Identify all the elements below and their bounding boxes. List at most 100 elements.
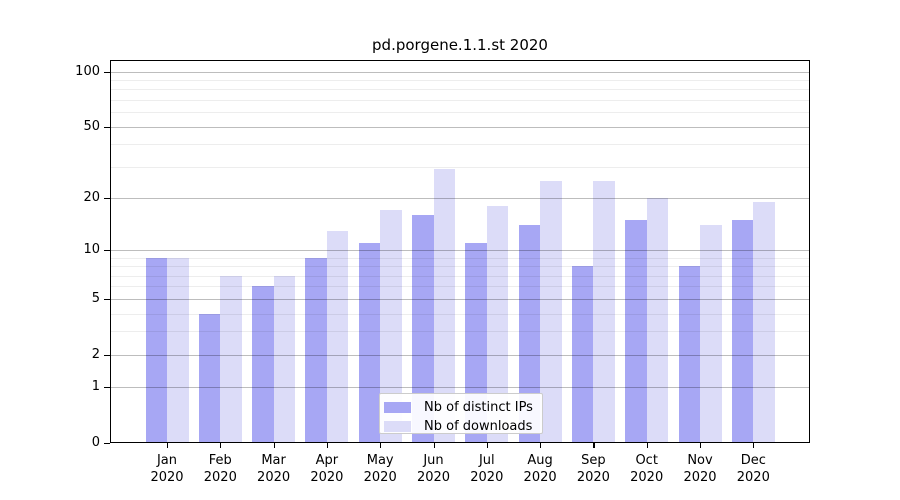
x-tick-mark <box>220 443 222 448</box>
bar-downloads-sep <box>593 180 615 443</box>
legend-swatch-downloads <box>384 421 411 432</box>
bar-distinct-ips-apr <box>305 257 327 443</box>
x-tick-mark <box>486 443 488 448</box>
bar-downloads-mar <box>273 275 296 443</box>
plot-area <box>110 60 810 443</box>
x-tick-year: 2020 <box>630 470 664 485</box>
bar-downloads-jan <box>167 257 189 443</box>
x-tick-label: Jun 2020 <box>417 452 450 486</box>
x-tick-month: Dec <box>740 453 766 468</box>
bar-downloads-apr <box>326 230 349 443</box>
y-tick-label: 10 <box>83 242 100 258</box>
x-tick-month: Aug <box>527 453 553 468</box>
legend-item-downloads: Nb of downloads <box>384 417 542 436</box>
x-tick-mark <box>593 443 595 448</box>
bar-distinct-ips-jan <box>145 257 167 443</box>
x-tick-year: 2020 <box>203 470 237 485</box>
x-tick-year: 2020 <box>576 470 610 485</box>
x-tick-label: Nov 2020 <box>683 452 716 486</box>
gridline-minor <box>110 80 810 82</box>
x-tick-label: Sep 2020 <box>577 452 610 486</box>
legend-item-distinct-ips: Nb of distinct IPs <box>384 398 542 417</box>
x-tick-mark <box>167 443 169 448</box>
bar-distinct-ips-mar <box>252 286 274 443</box>
x-tick-label: Jul 2020 <box>470 452 503 486</box>
y-tick-label: 0 <box>91 435 100 450</box>
gridline-minor <box>110 166 810 168</box>
gridline-minor <box>110 112 810 114</box>
x-tick-label: Oct 2020 <box>630 452 663 486</box>
y-tick-label: 50 <box>83 118 100 134</box>
x-tick-label: Aug 2020 <box>524 452 557 486</box>
bar-distinct-ips-sep <box>571 266 594 443</box>
bar-distinct-ips-oct <box>625 219 647 443</box>
y-tick-label: 20 <box>83 190 100 206</box>
y-tick-label: 2 <box>91 346 100 362</box>
y-tick-mark <box>104 198 110 200</box>
y-tick-mark <box>104 71 110 73</box>
legend-label-distinct-ips: Nb of distinct IPs <box>424 400 533 415</box>
bar-downloads-feb <box>220 275 242 443</box>
x-tick-mark <box>273 443 275 448</box>
y-tick-mark <box>104 126 110 128</box>
bar-distinct-ips-nov <box>678 266 700 443</box>
y-tick-label: 5 <box>91 290 100 306</box>
x-tick-label: Mar 2020 <box>257 452 290 486</box>
y-tick-mark <box>104 387 110 389</box>
y-tick-mark <box>104 250 110 252</box>
x-tick-month: Apr <box>315 453 339 468</box>
x-tick-label: Jan 2020 <box>150 452 183 486</box>
bar-downloads-jun <box>433 169 455 443</box>
y-tick-mark <box>104 354 110 356</box>
x-tick-year: 2020 <box>523 470 557 485</box>
bar-downloads-may <box>380 210 402 443</box>
legend-label-downloads: Nb of downloads <box>424 419 533 434</box>
x-tick-month: Nov <box>687 453 713 468</box>
bar-downloads-aug <box>540 180 562 443</box>
x-tick-year: 2020 <box>363 470 397 485</box>
chart-title: pd.porgene.1.1.st 2020 <box>372 36 548 54</box>
x-tick-year: 2020 <box>683 470 717 485</box>
gridline-major <box>110 71 810 73</box>
bar-downloads-nov <box>700 225 722 443</box>
x-tick-month: Oct <box>635 453 658 468</box>
bar-distinct-ips-feb <box>198 313 221 443</box>
x-tick-mark <box>380 443 382 448</box>
legend: Nb of distinct IPs Nb of downloads <box>379 393 543 434</box>
gridline-minor <box>110 100 810 102</box>
x-tick-label: Apr 2020 <box>310 452 343 486</box>
bar-downloads-jul <box>486 206 509 443</box>
x-tick-mark <box>326 443 329 448</box>
x-tick-year: 2020 <box>470 470 504 485</box>
y-tick-label: 1 <box>91 379 100 395</box>
x-tick-mark <box>433 443 435 448</box>
x-tick-mark <box>753 443 755 448</box>
x-tick-year: 2020 <box>257 470 291 485</box>
x-tick-month: Jul <box>478 453 495 468</box>
x-tick-label: May 2020 <box>364 452 397 486</box>
gridline-major <box>110 126 810 128</box>
gridline-minor <box>110 144 810 146</box>
legend-swatch-distinct-ips <box>384 402 411 413</box>
x-tick-month: Mar <box>261 453 286 468</box>
x-tick-year: 2020 <box>416 470 451 485</box>
y-tick-mark <box>104 298 110 301</box>
bar-distinct-ips-dec <box>731 219 754 443</box>
x-tick-month: Jan <box>156 453 178 468</box>
y-tick-mark <box>104 443 110 445</box>
x-tick-label: Dec 2020 <box>737 452 770 486</box>
x-tick-mark <box>646 443 648 448</box>
x-tick-year: 2020 <box>310 470 344 485</box>
y-tick-label: 100 <box>75 63 100 79</box>
x-tick-label: Feb 2020 <box>204 452 237 486</box>
bar-distinct-ips-jun <box>412 215 434 443</box>
gridline-major <box>110 198 810 200</box>
x-tick-year: 2020 <box>150 470 184 485</box>
bar-distinct-ips-aug <box>518 225 541 443</box>
bar-downloads-dec <box>753 202 775 443</box>
x-tick-month: Feb <box>208 453 232 468</box>
bar-downloads-oct <box>646 198 669 443</box>
x-tick-month: Jun <box>423 453 444 468</box>
gridline-minor <box>110 89 810 91</box>
